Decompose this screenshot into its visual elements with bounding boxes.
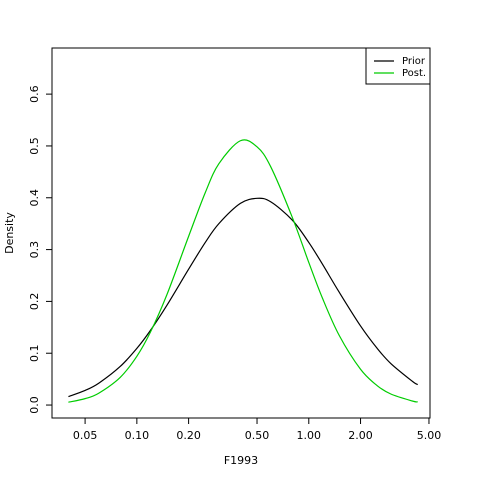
x-tick-label: 1.00 — [297, 429, 322, 442]
legend-box — [365, 47, 431, 85]
series-line — [68, 197, 419, 398]
y-tick-label: 0.6 — [28, 85, 41, 103]
x-tick-label: 0.20 — [176, 429, 201, 442]
legend-label: Post. — [402, 68, 426, 79]
y-tick-label: 0.3 — [28, 241, 41, 259]
y-axis-label: Density — [3, 212, 16, 254]
y-tick-label: 0.5 — [28, 137, 41, 155]
x-axis-label: F1993 — [224, 454, 258, 467]
y-tick-label: 0.2 — [28, 293, 41, 311]
x-tick-label: 5.00 — [417, 429, 442, 442]
x-tick-label: 0.50 — [245, 429, 270, 442]
series-line — [68, 139, 418, 403]
y-tick-label: 0.1 — [28, 344, 41, 362]
legend-label: Prior — [402, 56, 426, 67]
x-tick-label: 0.05 — [73, 429, 98, 442]
y-tick-label: 0.4 — [28, 189, 41, 207]
x-tick-label: 2.00 — [348, 429, 373, 442]
x-tick-label: 0.10 — [125, 429, 150, 442]
plot-box — [51, 47, 431, 419]
y-tick-label: 0.0 — [28, 396, 41, 414]
